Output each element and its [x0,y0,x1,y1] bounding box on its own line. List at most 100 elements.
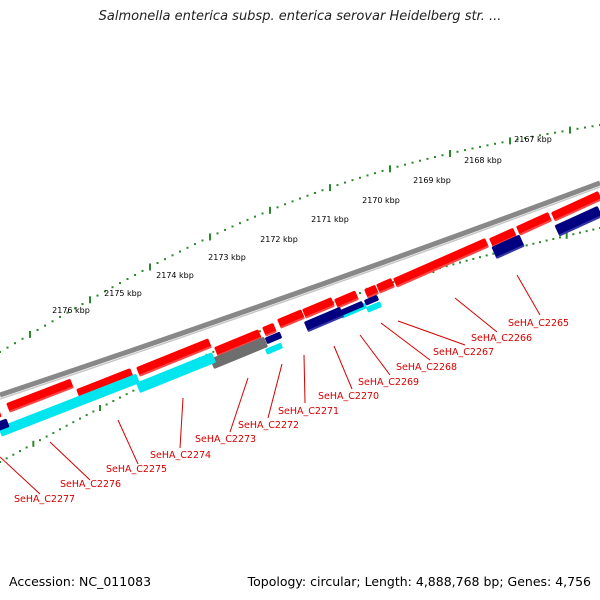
gene-leader-line [229,377,249,433]
scale-tick [434,156,436,159]
gene-leader-line [359,334,391,376]
map-title: Salmonella enterica subsp. enterica sero… [98,9,502,24]
forward-cds-edge [554,198,600,222]
gene-label: SeHA_C2276 [60,479,121,490]
inner-tick [585,230,588,233]
scale-tick [126,277,129,280]
forward-cds [393,238,490,288]
scale-major-tick [569,126,571,134]
forward-cds-body [393,238,489,288]
gene-leader-line [117,419,139,465]
scale-tick [104,290,106,293]
scale-tick [344,181,346,184]
scale-tick [216,232,219,235]
inner-tick [39,439,41,442]
scale-tick [426,157,429,160]
scale-label: 2171 kbp [311,215,349,224]
scale-tick [501,141,504,144]
scale-major-tick [89,296,91,304]
inner-tick [452,263,455,266]
scale-tick [359,176,361,179]
reverse-cds-body [554,206,600,236]
reverse-cds-edge [495,244,525,259]
scale-tick [284,203,286,206]
inner-tick [479,256,481,259]
gene-label: SeHA_C2277 [14,494,75,505]
scale-tick [201,239,204,242]
scale-tick [381,169,384,172]
inner-tick [572,233,575,236]
scale-tick [119,282,121,285]
forward-cds [6,379,74,413]
gene-label: SeHA_C2266 [471,333,532,344]
features [0,191,600,437]
reverse-cds [0,418,10,432]
scale-label: 2169 kbp [413,176,451,185]
gene-labels: SeHA_C2265 SeHA_C2266 SeHA_C2267 SeHA_C2268… [14,318,569,505]
cyan-feature-body [366,301,382,313]
reverse-cds [364,295,379,306]
scale-tick [186,246,189,249]
forward-cds-edge [280,316,305,329]
scale-tick [0,351,1,353]
scale-tick [81,303,84,306]
scale-tick [396,165,399,168]
scale-tick [306,194,309,197]
topology-text: Topology: circular; Length: 4,888,768 bp… [247,574,591,589]
backbone-ring-shadow [0,186,600,400]
forward-cds-edge [139,345,212,377]
scale-tick [171,254,174,257]
scale-tick [194,243,196,246]
scale-label: 2173 kbp [208,253,246,262]
scale-tick [6,346,9,349]
gray-feature-body [210,337,268,369]
forward-cds-body [516,212,552,236]
forward-cds [551,191,600,222]
scale-major-tick [449,149,451,157]
forward-cds-body [277,309,305,329]
scale-tick [456,150,459,153]
gene-label: SeHA_C2274 [150,450,211,461]
scale-major-tick [509,137,511,145]
forward-cds-body [136,338,212,377]
scale-major-tick [329,184,331,192]
inner-tick [445,265,448,268]
scale-tick [291,200,294,203]
forward-cds-edge [265,330,277,337]
scale-tick [479,145,481,148]
gene-leader-line [0,456,41,495]
gene-label: SeHA_C2265 [508,318,569,329]
forward-cds [277,309,305,329]
scale-tick [51,320,54,323]
inner-tick [592,228,595,231]
inner-tick [59,428,61,431]
inner-tick [12,453,15,456]
scale-tick [351,179,354,182]
inner-tick [545,239,548,242]
scale-tick [561,130,564,133]
scale-tick [404,163,406,166]
inner-tick [359,292,361,295]
inner-tick [25,446,28,449]
forward-cds [262,323,277,337]
reverse-cds-body [340,301,364,316]
scale-tick [111,286,114,289]
gene-label: SeHA_C2267 [433,347,494,358]
forward-cds [136,338,212,377]
inner-tick [459,261,461,264]
gene-leader-line [303,354,306,404]
scale-tick [321,189,324,192]
inner-tick [65,424,68,427]
gene-label: SeHA_C2273 [195,434,256,445]
scale-tick [14,342,16,345]
gene-label-lines [0,274,541,495]
forward-cds-edge [519,219,553,236]
scale-tick [261,212,264,215]
scale-tick [591,125,594,128]
inner-tick [85,414,88,417]
forward-cds-edge [367,292,379,299]
scale-labels: 2167 kbp 2168 kbp 2169 kbp 2170 kbp 2171 kbp… [52,135,552,315]
cyan-feature [136,352,216,393]
gene-label: SeHA_C2270 [318,391,379,402]
